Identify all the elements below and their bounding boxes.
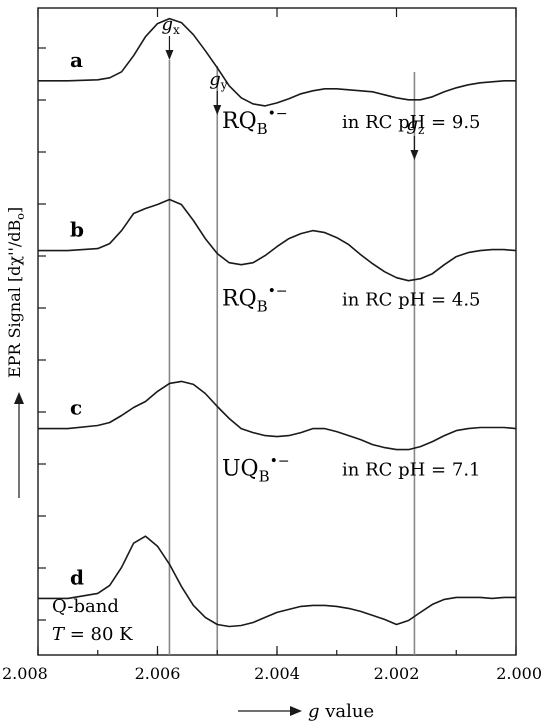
species-subscript: B: [257, 120, 268, 138]
g-marker-arrow-head-x: [165, 50, 174, 60]
trace-d: [38, 535, 516, 628]
g-marker-subscript: x: [173, 23, 180, 37]
g-marker-arrow-head-y: [213, 105, 222, 115]
g-marker-letter: g: [161, 14, 173, 35]
conditions-temp-symbol: T: [52, 624, 66, 645]
trace-a: [38, 17, 516, 107]
species-name: RQ: [222, 109, 257, 134]
y-axis-label-close: ]: [5, 207, 24, 213]
condition-label-c: in RC pH = 4.5: [342, 290, 481, 311]
g-marker-label-x: gx: [161, 14, 180, 37]
species-label-c: RQB•−: [222, 284, 288, 316]
y-axis-arrow-head: [14, 392, 24, 404]
species-label-b: RQB•−: [222, 106, 288, 138]
x-tick-label: 2.004: [254, 664, 300, 683]
g-marker-label-y: gy: [209, 69, 228, 92]
species-name: RQ: [222, 287, 257, 312]
g-marker-arrow-head-z: [410, 150, 419, 160]
y-axis-label-sub: o: [14, 213, 27, 220]
x-tick-label: 2.008: [2, 664, 48, 683]
conditions-temp-value: = 80 K: [64, 624, 133, 645]
x-tick-label: 2.002: [374, 664, 420, 683]
trace-c: [38, 380, 517, 451]
trace-letter-d: d: [70, 565, 84, 589]
species-name: UQ: [222, 457, 259, 482]
species-radical: •−: [268, 284, 288, 300]
species-subscript: B: [259, 468, 270, 486]
g-marker-subscript: y: [220, 78, 228, 92]
condition-label-d: in RC pH = 7.1: [342, 460, 481, 481]
species-subscript: B: [257, 298, 268, 316]
y-axis-label-main: EPR Signal [dχ''/dB: [5, 220, 24, 378]
trace-letter-b: b: [70, 218, 84, 242]
g-marker-subscript: z: [418, 123, 424, 137]
x-tick-label: 2.000: [496, 664, 542, 683]
x-axis-label-g: g: [308, 701, 320, 722]
species-radical: •−: [268, 106, 288, 122]
conditions-band: Q-band: [52, 596, 119, 617]
trace-b: [38, 198, 517, 282]
species-radical: •−: [270, 454, 290, 470]
condition-label-b: in RC pH = 9.5: [342, 112, 481, 133]
g-marker-letter: g: [209, 69, 221, 90]
x-tick-label: 2.006: [135, 664, 181, 683]
conditions-temperature: T = 80 K: [52, 624, 133, 645]
x-axis-arrow-head: [290, 706, 302, 716]
g-marker-label-z: gz: [406, 114, 424, 137]
g-marker-letter: g: [406, 114, 418, 135]
y-axis-label: EPR Signal [dχ''/dBo]: [5, 207, 27, 378]
trace-letter-a: a: [70, 48, 83, 72]
trace-letter-c: c: [70, 396, 82, 420]
x-axis-label-rest: value: [320, 701, 375, 722]
species-label-d: UQB•−: [222, 454, 290, 486]
x-axis-label: g value: [308, 701, 374, 722]
